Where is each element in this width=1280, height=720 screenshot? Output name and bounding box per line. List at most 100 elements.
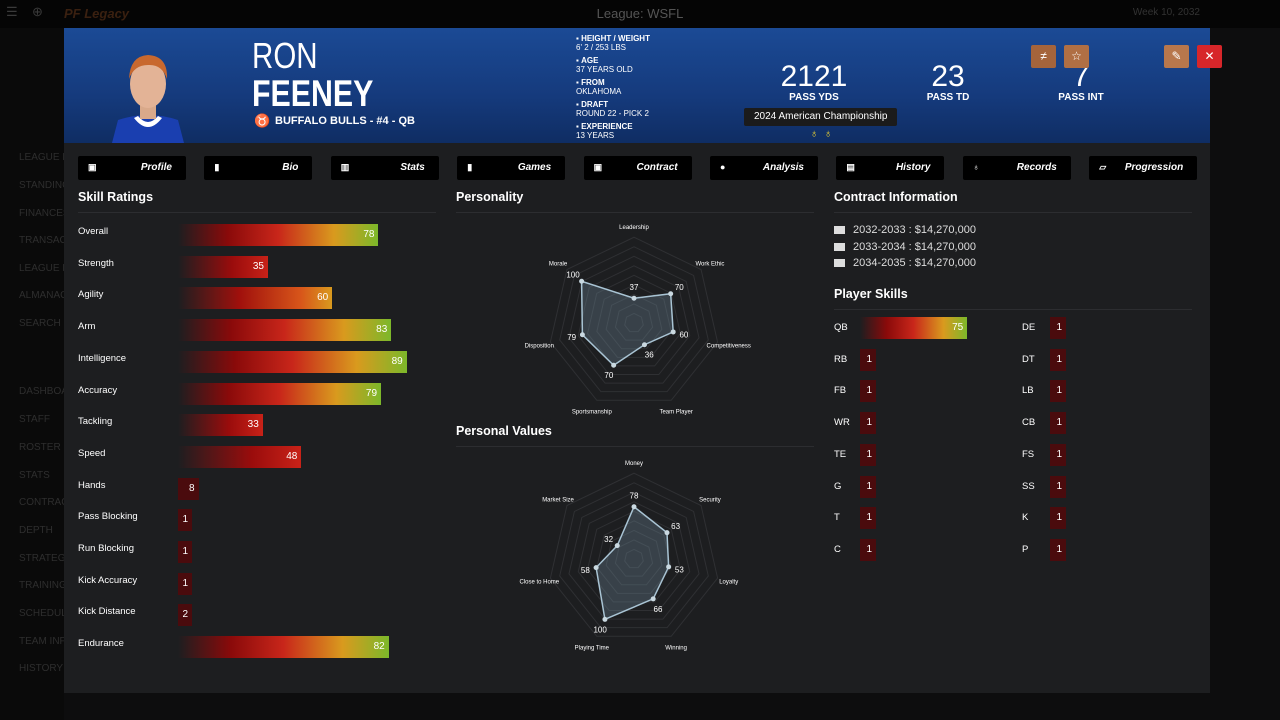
team-line: BUFFALO BULLS - #4 - QB (275, 115, 415, 127)
tab-analysis[interactable]: ● Analysis (710, 156, 818, 180)
position-label: WR (834, 417, 850, 429)
radar-point (631, 504, 637, 510)
info-value: 13 YEARS (576, 131, 615, 140)
add-icon[interactable]: ⊕ (32, 4, 43, 19)
tab-history[interactable]: ▤ History (836, 156, 945, 180)
radar-axis-label: Security (699, 497, 721, 503)
sidebar-item[interactable]: DEPTH (19, 525, 53, 536)
radar-grid (596, 520, 672, 594)
tab-stats[interactable]: ▥ Stats (330, 156, 439, 180)
edit-button[interactable]: ✎ (1164, 45, 1189, 68)
sidebar-item[interactable]: TRANSACT (19, 235, 64, 246)
radar-axis-label: Winning (665, 646, 687, 652)
tab-games[interactable]: ▮ Games (457, 156, 566, 180)
radar-grid (605, 293, 663, 350)
skill-label: Run Blocking (78, 543, 134, 554)
radar-value: 60 (679, 330, 688, 339)
sidebar-item[interactable]: LEAGUE M (19, 152, 64, 163)
sidebar-item[interactable]: STANDINGS (19, 180, 64, 191)
skill-bar: 8 (178, 477, 199, 500)
player-first-name: RON (252, 35, 318, 76)
sidebar-item[interactable]: FINANCES (19, 208, 64, 219)
radar-point (614, 543, 620, 549)
stat-pass-yds: 2121 PASS YDS (754, 62, 874, 104)
radar-axis-label: Playing Time (575, 646, 610, 652)
sidebar-item[interactable]: SEARCH (19, 318, 61, 329)
sidebar-item[interactable]: ROSTER (19, 442, 61, 453)
skill-bar: 33 (178, 414, 263, 437)
radar-point (641, 342, 647, 348)
position-label: FS (1022, 448, 1035, 460)
position-label: G (834, 480, 842, 492)
sidebar-item[interactable]: STAFF (19, 414, 50, 425)
sidebar-item[interactable]: LEAGUE L (19, 263, 64, 274)
radar-value: 79 (567, 333, 576, 342)
tab-label: Analysis (762, 162, 804, 173)
stat-value: 7 (1072, 60, 1090, 93)
radar-grid (559, 246, 709, 393)
sidebar-item[interactable]: SCHEDUL (19, 608, 64, 619)
sidebar-item[interactable]: TRAINING (19, 580, 64, 591)
personal-values-title: Personal Values (456, 424, 814, 447)
skill-bar: 2 (178, 604, 192, 627)
radar-grid (605, 529, 663, 586)
award-icon[interactable]: ♁ (824, 128, 833, 140)
sidebar-item[interactable]: CONTRAC (19, 497, 64, 508)
position-label: SS (1022, 480, 1035, 492)
skill-bar: 48 (178, 445, 302, 468)
skill-label: Intelligence (78, 352, 127, 364)
radar-grid (549, 236, 719, 401)
position-bar: 1 (1050, 412, 1066, 435)
position-bar: 1 (1050, 507, 1066, 530)
award-icon[interactable]: ♁ (810, 128, 819, 140)
tab-contract[interactable]: ▣ Contract (583, 156, 692, 180)
skill-label: Strength (78, 257, 114, 269)
stat-label: PASS YDS (789, 92, 839, 103)
radar-grid (614, 303, 654, 341)
sidebar-item[interactable]: STATS (19, 470, 50, 481)
radar-value: 58 (581, 566, 590, 575)
skill-bar: 1 (178, 541, 192, 563)
radar-axis-label: Sportsmanship (572, 410, 613, 416)
tab-label: Records (1016, 162, 1057, 173)
sidebar-item[interactable]: STRATEGY (19, 553, 64, 564)
sidebar-item[interactable]: ALMANAC (19, 290, 64, 301)
player-info: ▪ HEIGHT / WEIGHT 6' 2 / 253 LBS ▪ AGE 37 Y… (576, 34, 650, 143)
tab-profile[interactable]: ▣ Profile (78, 156, 186, 180)
position-bar: 1 (860, 348, 876, 371)
sidebar-item[interactable]: TEAM INF (19, 636, 64, 647)
tab-label: Contract (636, 162, 678, 173)
tab-records[interactable]: ♁ Records (962, 156, 1071, 180)
sidebar-item[interactable]: HISTORY (19, 663, 64, 674)
compare-button[interactable]: ≠ (1031, 45, 1056, 68)
position-bar: 1 (860, 380, 876, 403)
radar-grid (549, 472, 719, 637)
position-label: C (834, 543, 841, 555)
info-item: ▪ EXPERIENCE 13 YEARS (576, 122, 650, 140)
app-topbar: ☰ ⊕ PF Legacy League: WSFL Week 10, 2032 (0, 0, 1280, 28)
radar-grid (596, 284, 672, 358)
tab-progression[interactable]: ▱ Progression (1089, 156, 1198, 180)
sidebar-item[interactable]: DASHBOA (19, 386, 64, 397)
radar-grid (587, 510, 681, 603)
skill-label: Agility (78, 289, 104, 301)
position-bar: 1 (1050, 348, 1066, 371)
menu-icon[interactable]: ☰ (6, 4, 18, 19)
position-bar: 75 (860, 317, 968, 339)
radar-point (579, 278, 585, 284)
radar-axis-label: Team Player (659, 410, 692, 416)
close-button[interactable]: ✕ (1197, 45, 1222, 68)
info-key: AGE (581, 56, 599, 65)
player-last-name: FEENEY (252, 73, 374, 114)
player-modal: RON FEENEY ♉ BUFFALO BULLS - #4 - QB ▪ H… (64, 28, 1222, 693)
radar-axis-label: Morale (549, 261, 568, 267)
info-value: 37 YEARS OLD (576, 65, 633, 74)
ruler-icon: ▪ (576, 34, 582, 43)
personality-title: Personality (456, 190, 814, 213)
position-label: DT (1022, 353, 1035, 365)
radar-grid (568, 491, 700, 620)
week-label: Week 10, 2032 (1132, 7, 1200, 18)
favorite-button[interactable]: ☆ (1064, 45, 1089, 68)
skill-bar: 83 (178, 319, 392, 342)
tab-bio[interactable]: ▮ Bio (204, 156, 313, 180)
